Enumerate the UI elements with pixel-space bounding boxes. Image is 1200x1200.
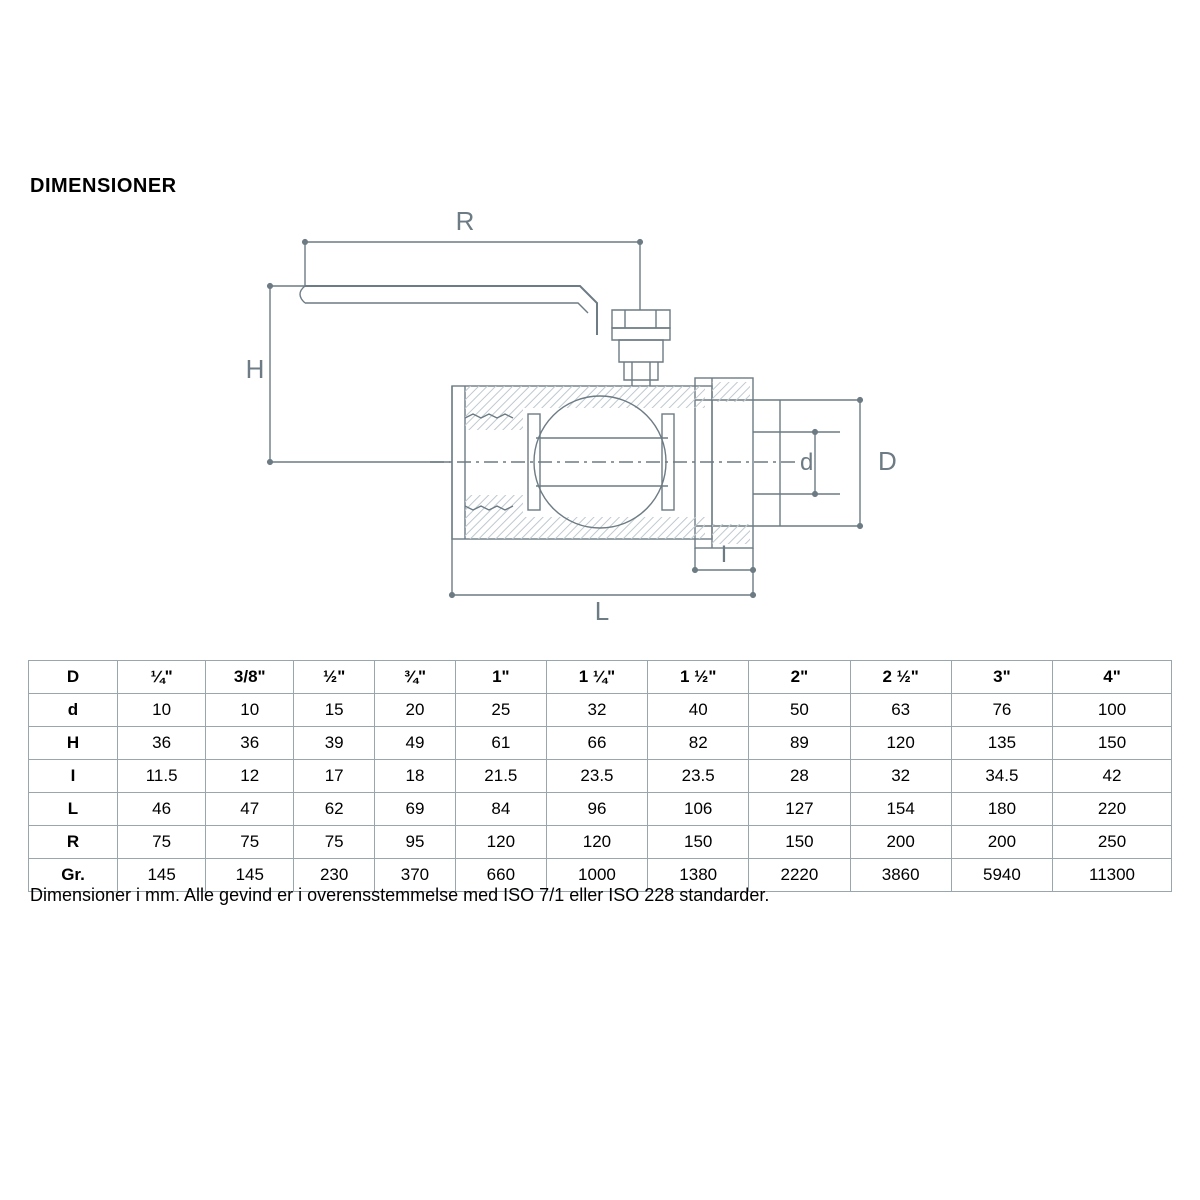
- data-cell: 12: [206, 760, 294, 793]
- data-cell: 62: [294, 793, 375, 826]
- table-row: d10101520253240506376100: [29, 694, 1172, 727]
- table-row: R75757595120120150150200200250: [29, 826, 1172, 859]
- data-cell: 5940: [951, 859, 1052, 892]
- dim-label-R: R: [456, 206, 475, 236]
- section-title: DIMENSIONER: [30, 175, 177, 198]
- data-cell: 36: [206, 727, 294, 760]
- data-cell: 200: [850, 826, 951, 859]
- header-cell: ¼": [118, 661, 206, 694]
- data-cell: 61: [455, 727, 546, 760]
- header-cell: ¾": [375, 661, 456, 694]
- data-cell: 120: [546, 826, 647, 859]
- header-cell: D: [29, 661, 118, 694]
- data-cell: 32: [850, 760, 951, 793]
- data-cell: 50: [749, 694, 850, 727]
- data-cell: 154: [850, 793, 951, 826]
- data-cell: 23.5: [648, 760, 749, 793]
- data-cell: 63: [850, 694, 951, 727]
- data-cell: 89: [749, 727, 850, 760]
- data-cell: 11.5: [118, 760, 206, 793]
- header-cell: 1": [455, 661, 546, 694]
- footnote: Dimensioner i mm. Alle gevind er i overe…: [30, 885, 769, 906]
- header-cell: 1 ½": [648, 661, 749, 694]
- data-cell: 49: [375, 727, 456, 760]
- data-cell: 135: [951, 727, 1052, 760]
- data-cell: 84: [455, 793, 546, 826]
- data-cell: 10: [206, 694, 294, 727]
- row-label: H: [29, 727, 118, 760]
- valve-diagram: R H: [240, 200, 920, 630]
- data-cell: 17: [294, 760, 375, 793]
- table-header-row: D ¼" 3/8" ½" ¾" 1" 1 ¼" 1 ½" 2" 2 ½" 3" …: [29, 661, 1172, 694]
- dimensions-table: D ¼" 3/8" ½" ¾" 1" 1 ¼" 1 ½" 2" 2 ½" 3" …: [28, 660, 1172, 892]
- table-row: H3636394961668289120135150: [29, 727, 1172, 760]
- data-cell: 150: [1053, 727, 1172, 760]
- header-cell: 1 ¼": [546, 661, 647, 694]
- data-cell: 18: [375, 760, 456, 793]
- data-cell: 82: [648, 727, 749, 760]
- data-cell: 250: [1053, 826, 1172, 859]
- dim-label-L: L: [595, 596, 609, 626]
- data-cell: 15: [294, 694, 375, 727]
- data-cell: 3860: [850, 859, 951, 892]
- data-cell: 69: [375, 793, 456, 826]
- data-cell: 39: [294, 727, 375, 760]
- data-cell: 25: [455, 694, 546, 727]
- header-cell: 3/8": [206, 661, 294, 694]
- row-label: L: [29, 793, 118, 826]
- data-cell: 76: [951, 694, 1052, 727]
- data-cell: 28: [749, 760, 850, 793]
- header-cell: ½": [294, 661, 375, 694]
- row-label: I: [29, 760, 118, 793]
- data-cell: 36: [118, 727, 206, 760]
- data-cell: 32: [546, 694, 647, 727]
- data-cell: 10: [118, 694, 206, 727]
- data-cell: 40: [648, 694, 749, 727]
- data-cell: 127: [749, 793, 850, 826]
- data-cell: 220: [1053, 793, 1172, 826]
- data-cell: 95: [375, 826, 456, 859]
- data-cell: 120: [850, 727, 951, 760]
- table-row: I11.512171821.523.523.5283234.542: [29, 760, 1172, 793]
- data-cell: 46: [118, 793, 206, 826]
- table-row: L464762698496106127154180220: [29, 793, 1172, 826]
- data-cell: 23.5: [546, 760, 647, 793]
- data-cell: 75: [206, 826, 294, 859]
- row-label: d: [29, 694, 118, 727]
- data-cell: 66: [546, 727, 647, 760]
- data-cell: 75: [294, 826, 375, 859]
- data-cell: 120: [455, 826, 546, 859]
- header-cell: 3": [951, 661, 1052, 694]
- row-label: R: [29, 826, 118, 859]
- data-cell: 34.5: [951, 760, 1052, 793]
- data-cell: 200: [951, 826, 1052, 859]
- data-cell: 150: [749, 826, 850, 859]
- header-cell: 2 ½": [850, 661, 951, 694]
- data-cell: 20: [375, 694, 456, 727]
- dim-label-d: d: [800, 449, 813, 476]
- header-cell: 4": [1053, 661, 1172, 694]
- header-cell: 2": [749, 661, 850, 694]
- data-cell: 96: [546, 793, 647, 826]
- data-cell: 100: [1053, 694, 1172, 727]
- data-cell: 21.5: [455, 760, 546, 793]
- data-cell: 106: [648, 793, 749, 826]
- data-cell: 75: [118, 826, 206, 859]
- data-cell: 11300: [1053, 859, 1172, 892]
- dim-label-D: D: [878, 446, 897, 476]
- data-cell: 47: [206, 793, 294, 826]
- dim-label-I: I: [721, 541, 728, 568]
- data-cell: 180: [951, 793, 1052, 826]
- data-cell: 42: [1053, 760, 1172, 793]
- data-cell: 150: [648, 826, 749, 859]
- dim-label-H: H: [246, 354, 265, 384]
